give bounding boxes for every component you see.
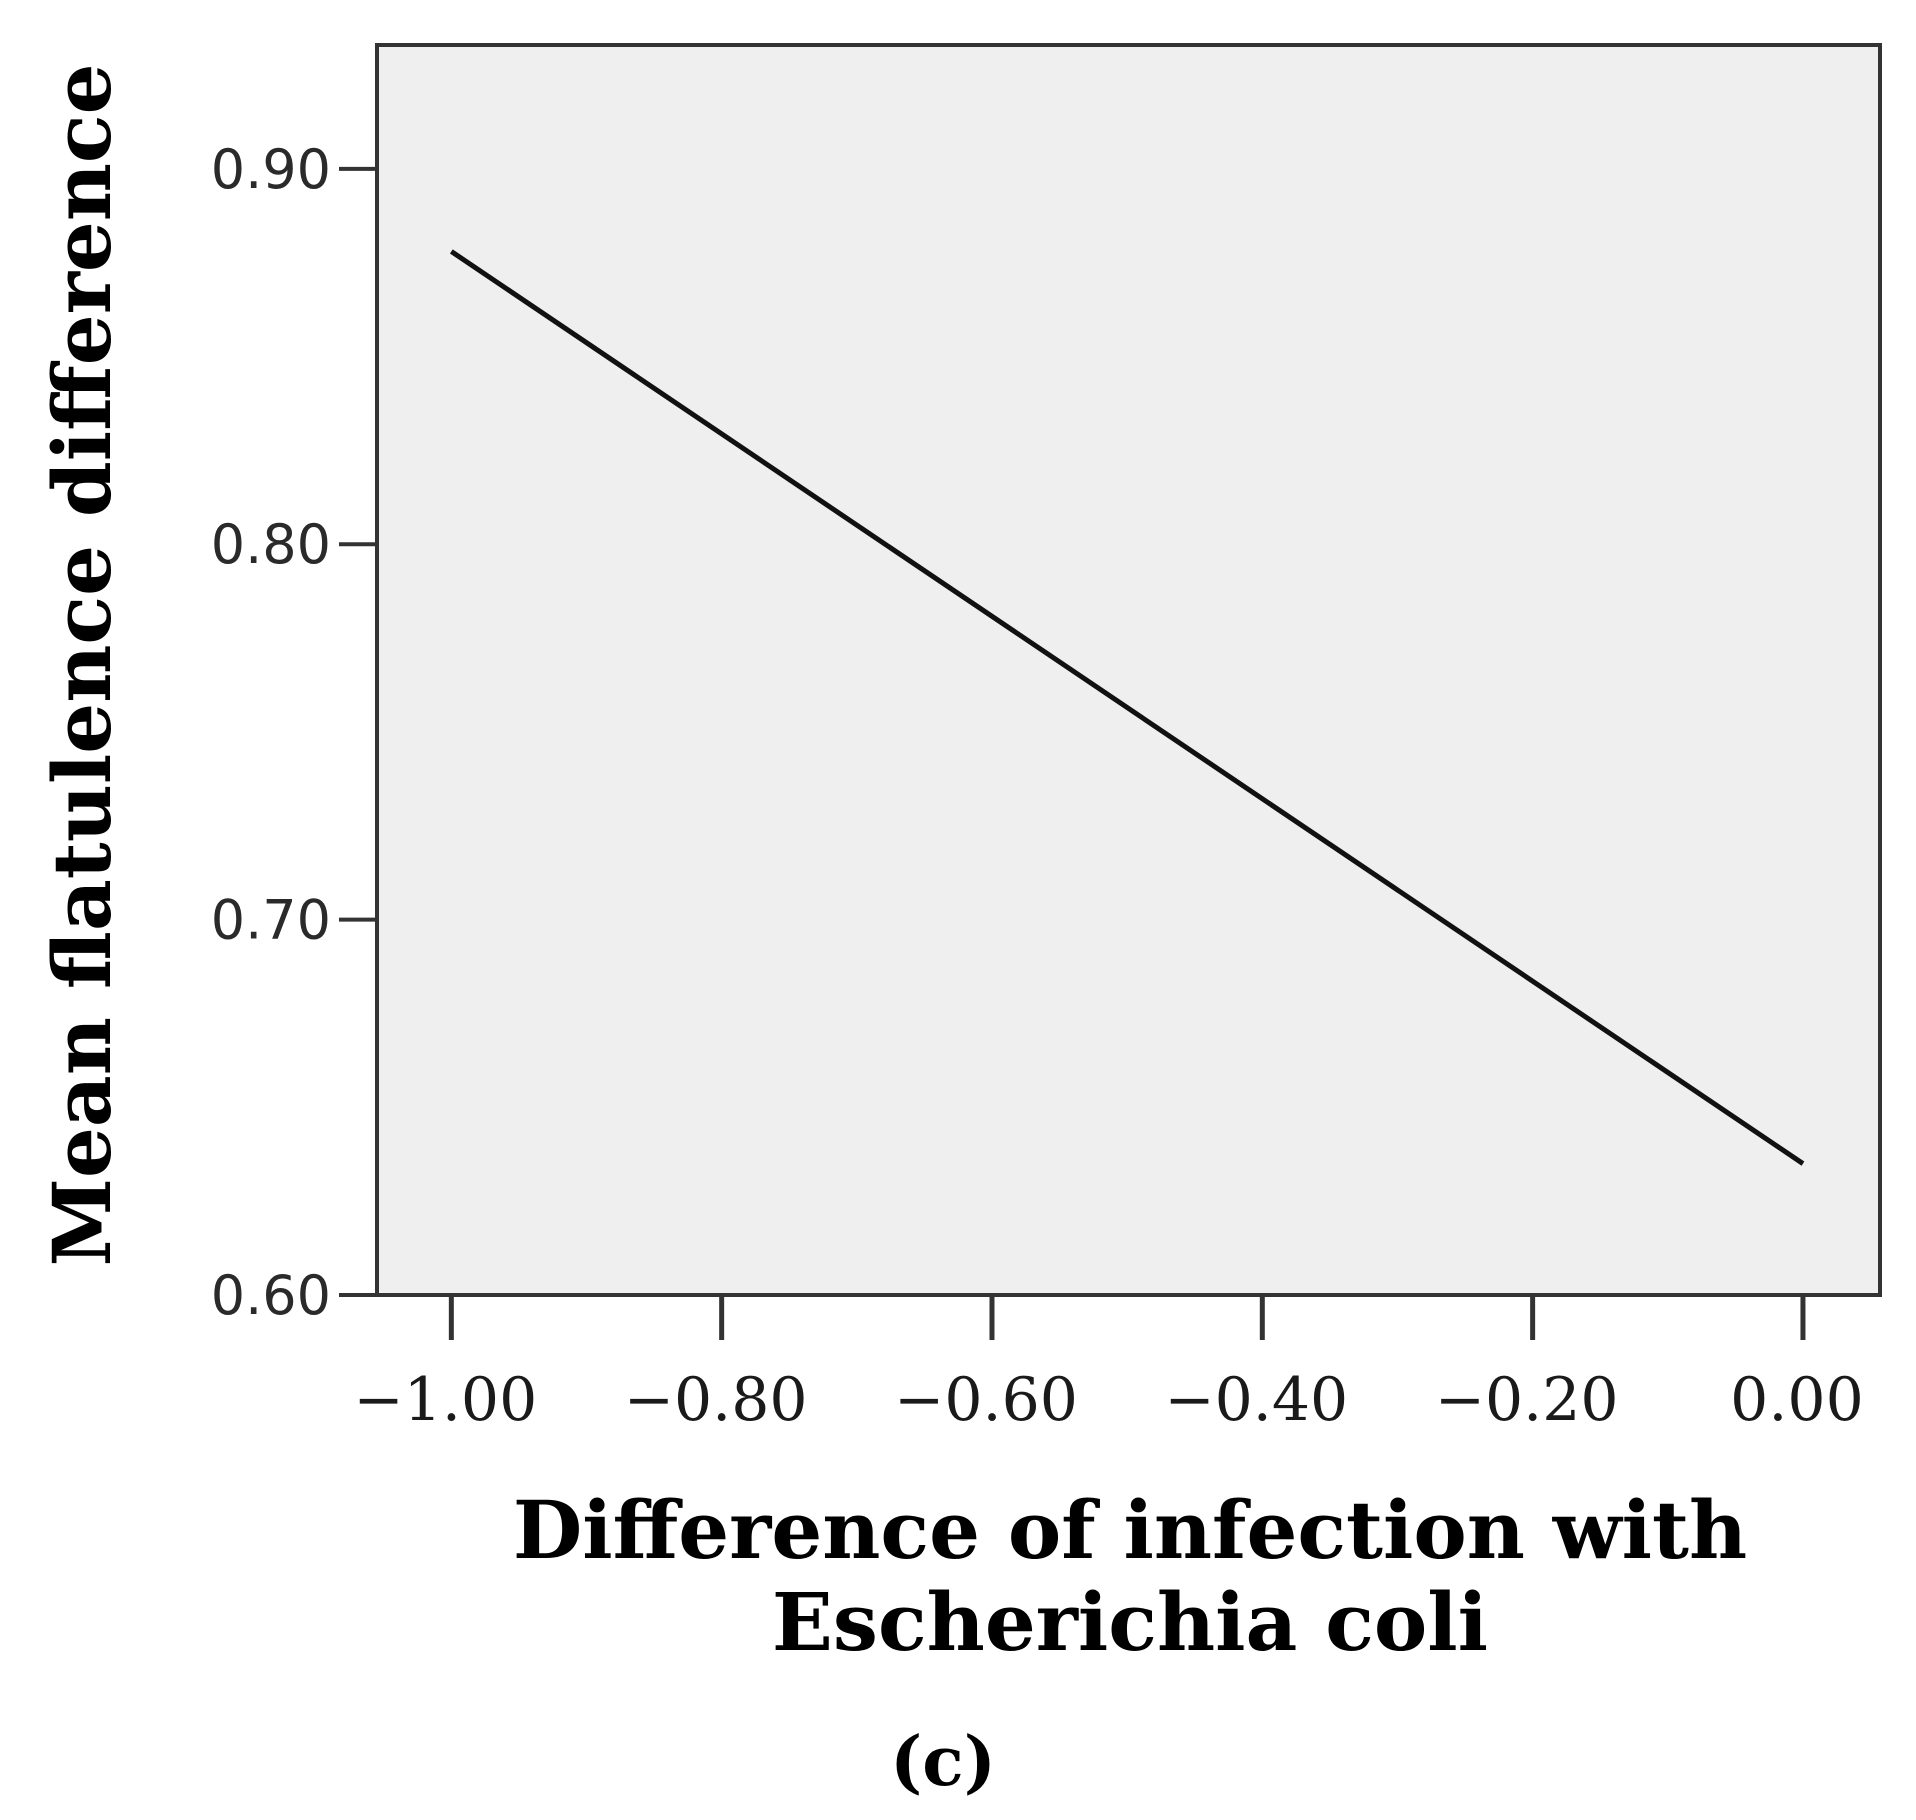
series-line: [449, 249, 1805, 1166]
y-tick-label: 0.80: [211, 513, 331, 576]
x-axis: −1.00 −0.80 −0.60 −0.40 −0.20 0.00: [353, 1295, 1864, 1435]
series-group: [449, 249, 1805, 1166]
x-tick-label: −0.80: [624, 1365, 808, 1435]
x-tick-label: −0.60: [894, 1365, 1078, 1435]
x-tick-label: −1.00: [353, 1365, 537, 1435]
panel-label: (c): [890, 1722, 996, 1802]
plot-area: [375, 43, 1882, 1297]
y-axis-title: Mean flatulence difference: [35, 63, 129, 1266]
x-tick-label: −0.20: [1435, 1365, 1619, 1435]
y-tick-label: 0.90: [211, 138, 331, 201]
x-tick-label: −0.40: [1164, 1365, 1348, 1435]
y-axis: 0.60 0.70 0.80 0.90: [211, 138, 377, 1327]
x-axis-title-line-2: Escherichia coli: [772, 1575, 1488, 1669]
y-tick-label: 0.60: [211, 1264, 331, 1327]
x-axis-title-line-1: Difference of infection with: [513, 1483, 1747, 1577]
y-tick-label: 0.70: [211, 889, 331, 952]
x-tick-label: 0.00: [1730, 1365, 1864, 1435]
